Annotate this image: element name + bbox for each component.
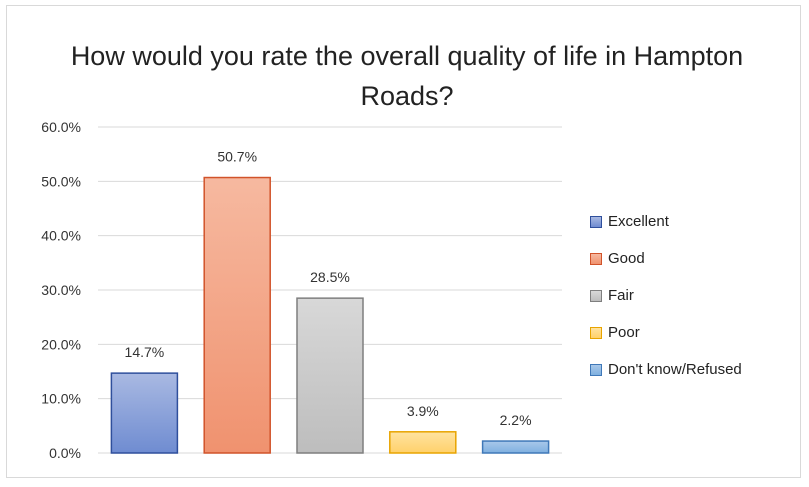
bar (389, 431, 457, 454)
legend-item: Fair (590, 277, 742, 314)
bar (481, 440, 550, 454)
data-label: 3.9% (407, 403, 439, 419)
legend-label: Good (608, 250, 645, 267)
legend-swatch (590, 215, 602, 228)
data-label: 50.7% (217, 149, 257, 165)
legend-swatch (590, 252, 602, 265)
y-tick-label: 0.0% (49, 445, 81, 461)
legend-label: Poor (608, 324, 640, 341)
legend-item: Good (590, 240, 742, 277)
bar (110, 372, 179, 454)
y-tick-label: 40.0% (41, 228, 81, 244)
legend-item: Excellent (590, 203, 742, 240)
legend-label: Fair (608, 287, 634, 304)
y-tick-label: 30.0% (41, 282, 81, 298)
data-label: 28.5% (310, 269, 350, 285)
data-label: 14.7% (125, 344, 165, 360)
legend-swatch (590, 289, 602, 302)
legend-swatch (590, 326, 602, 339)
data-label: 2.2% (500, 412, 532, 428)
legend-label: Excellent (608, 213, 669, 230)
y-tick-label: 50.0% (41, 173, 81, 189)
legend-item: Poor (590, 314, 742, 351)
legend-label: Don't know/Refused (608, 361, 742, 378)
y-tick-label: 60.0% (41, 119, 81, 135)
legend: Excellent Good Fair Poor Don't know/Refused (590, 203, 742, 388)
y-tick-label: 20.0% (41, 336, 81, 352)
bar (203, 176, 271, 454)
y-tick-label: 10.0% (41, 391, 81, 407)
legend-item: Don't know/Refused (590, 351, 742, 388)
legend-swatch (590, 363, 602, 376)
chart-title: How would you rate the overall quality o… (70, 41, 744, 111)
bar (296, 297, 364, 454)
